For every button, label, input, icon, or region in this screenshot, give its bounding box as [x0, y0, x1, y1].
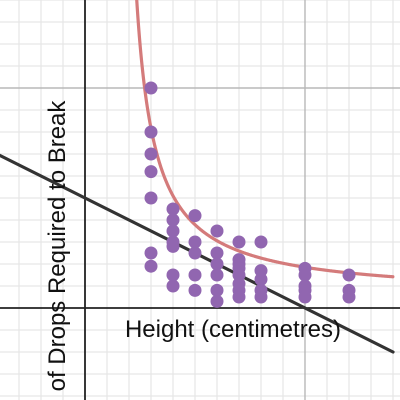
- data-point: [144, 81, 158, 95]
- data-point: [144, 165, 158, 179]
- y-axis-label: of Drops Required to Break: [44, 100, 71, 392]
- data-point: [166, 202, 180, 216]
- data-point: [298, 290, 312, 304]
- data-point: [144, 259, 158, 273]
- data-point: [144, 246, 158, 260]
- data-point: [144, 191, 158, 205]
- data-point: [166, 268, 180, 282]
- data-point: [254, 290, 268, 304]
- data-point: [144, 125, 158, 139]
- data-point: [254, 272, 268, 286]
- data-point: [254, 235, 268, 249]
- data-point: [210, 257, 224, 271]
- data-point: [210, 283, 224, 297]
- data-points-layer: [144, 81, 356, 308]
- data-point: [342, 290, 356, 304]
- data-point: [210, 268, 224, 282]
- data-point: [166, 213, 180, 227]
- data-point: [188, 235, 202, 249]
- data-point: [188, 246, 202, 260]
- data-point: [210, 294, 224, 308]
- data-point: [188, 283, 202, 297]
- x-axis-label: Height (centimetres): [125, 316, 341, 343]
- data-point: [166, 279, 180, 293]
- data-point: [298, 268, 312, 282]
- data-point: [188, 209, 202, 223]
- data-point: [232, 290, 246, 304]
- data-point: [166, 224, 180, 238]
- data-point: [188, 268, 202, 282]
- data-point: [166, 239, 180, 253]
- data-point: [232, 235, 246, 249]
- data-point: [210, 246, 224, 260]
- data-point: [342, 268, 356, 282]
- data-point: [210, 224, 224, 238]
- data-point: [144, 147, 158, 161]
